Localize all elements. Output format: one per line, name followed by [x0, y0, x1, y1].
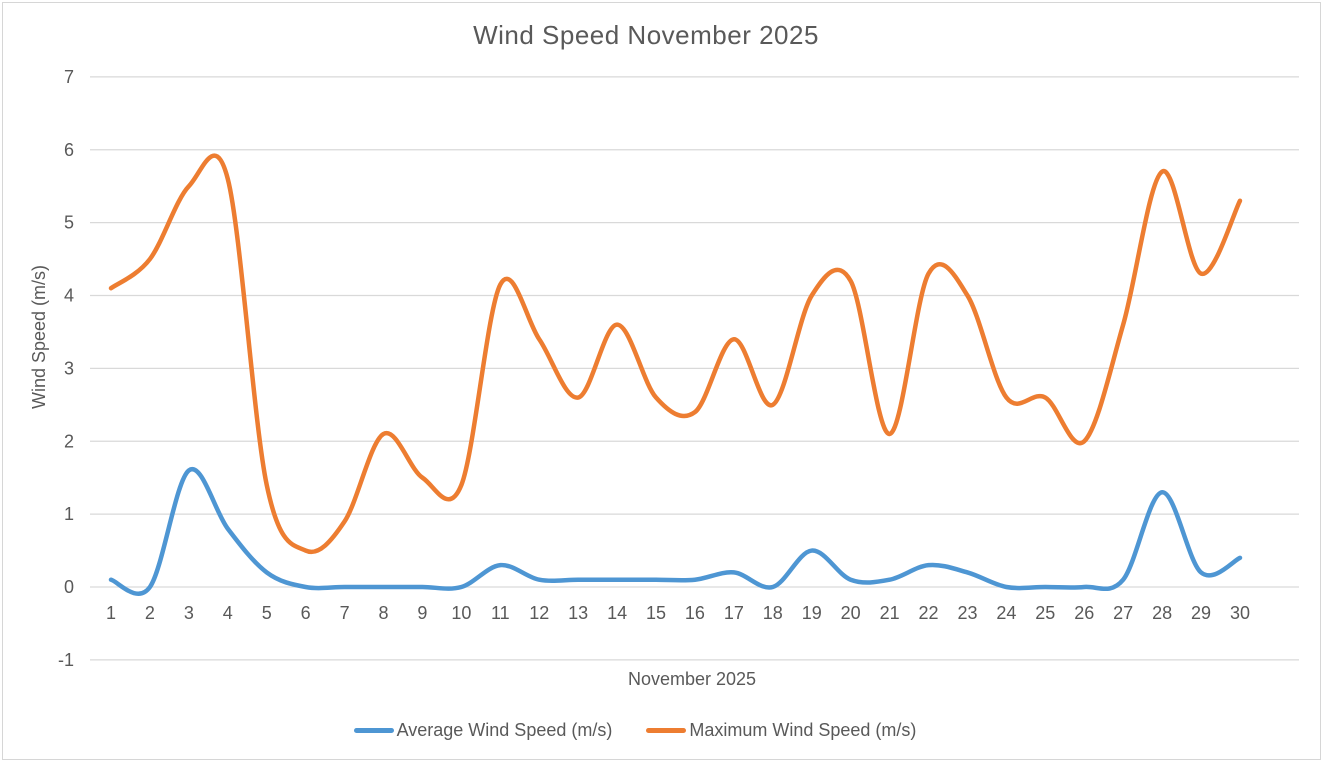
- x-tick-label: 15: [646, 603, 666, 623]
- x-tick-label: 17: [724, 603, 744, 623]
- x-tick-label: 25: [1035, 603, 1055, 623]
- y-tick-label: 1: [64, 504, 74, 524]
- x-tick-label: 30: [1230, 603, 1250, 623]
- x-tick-label: 9: [417, 603, 427, 623]
- x-tick-label: 20: [841, 603, 861, 623]
- legend: Average Wind Speed (m/s) Maximum Wind Sp…: [0, 720, 1270, 741]
- maximum-series-swatch-icon: [646, 728, 687, 733]
- x-tick-label: 21: [880, 603, 900, 623]
- legend-label-average: Average Wind Speed (m/s): [396, 720, 613, 740]
- x-tick-label: 12: [529, 603, 549, 623]
- x-tick-label: 16: [685, 603, 705, 623]
- legend-item-average: Average Wind Speed (m/s): [353, 720, 613, 741]
- y-tick-label: -1: [58, 650, 74, 670]
- x-tick-label: 24: [996, 603, 1016, 623]
- x-axis-title: November 2025: [627, 669, 757, 689]
- x-tick-label: 5: [262, 603, 272, 623]
- x-tick-label: 3: [184, 603, 194, 623]
- x-tick-label: 29: [1191, 603, 1211, 623]
- x-tick-label: 18: [763, 603, 783, 623]
- x-tick-label: 6: [301, 603, 311, 623]
- y-tick-label: 5: [64, 213, 74, 233]
- average-series-swatch-icon: [353, 728, 394, 733]
- x-tick-label: 27: [1113, 603, 1133, 623]
- series-line-maximum: [108, 153, 1243, 555]
- x-tick-label: 2: [145, 603, 155, 623]
- x-tick-label: 26: [1074, 603, 1094, 623]
- x-tick-label: 1: [106, 603, 116, 623]
- x-tick-label: 4: [223, 603, 233, 623]
- y-tick-label: 0: [64, 577, 74, 597]
- chart-title: Wind Speed November 2025: [473, 20, 819, 50]
- x-tick-label: 19: [802, 603, 822, 623]
- legend-label-maximum: Maximum Wind Speed (m/s): [689, 720, 917, 740]
- legend-item-maximum: Maximum Wind Speed (m/s): [646, 720, 916, 741]
- x-tick-label: 28: [1152, 603, 1172, 623]
- x-tick-label: 8: [379, 603, 389, 623]
- x-tick-label: 23: [957, 603, 977, 623]
- y-tick-label: 7: [64, 67, 74, 87]
- x-tick-label: 22: [919, 603, 939, 623]
- y-tick-label: 2: [64, 431, 74, 451]
- x-tick-label: 13: [568, 603, 588, 623]
- y-tick-label: 3: [64, 358, 74, 378]
- y-axis-title: Wind Speed (m/s): [29, 264, 49, 410]
- x-tick-label: 14: [607, 603, 627, 623]
- series-line-average: [108, 466, 1243, 596]
- x-tick-label: 7: [340, 603, 350, 623]
- y-tick-label: 4: [64, 286, 74, 306]
- x-tick-label: 10: [451, 603, 471, 623]
- y-tick-label: 6: [64, 140, 74, 160]
- x-tick-label: 11: [491, 603, 510, 623]
